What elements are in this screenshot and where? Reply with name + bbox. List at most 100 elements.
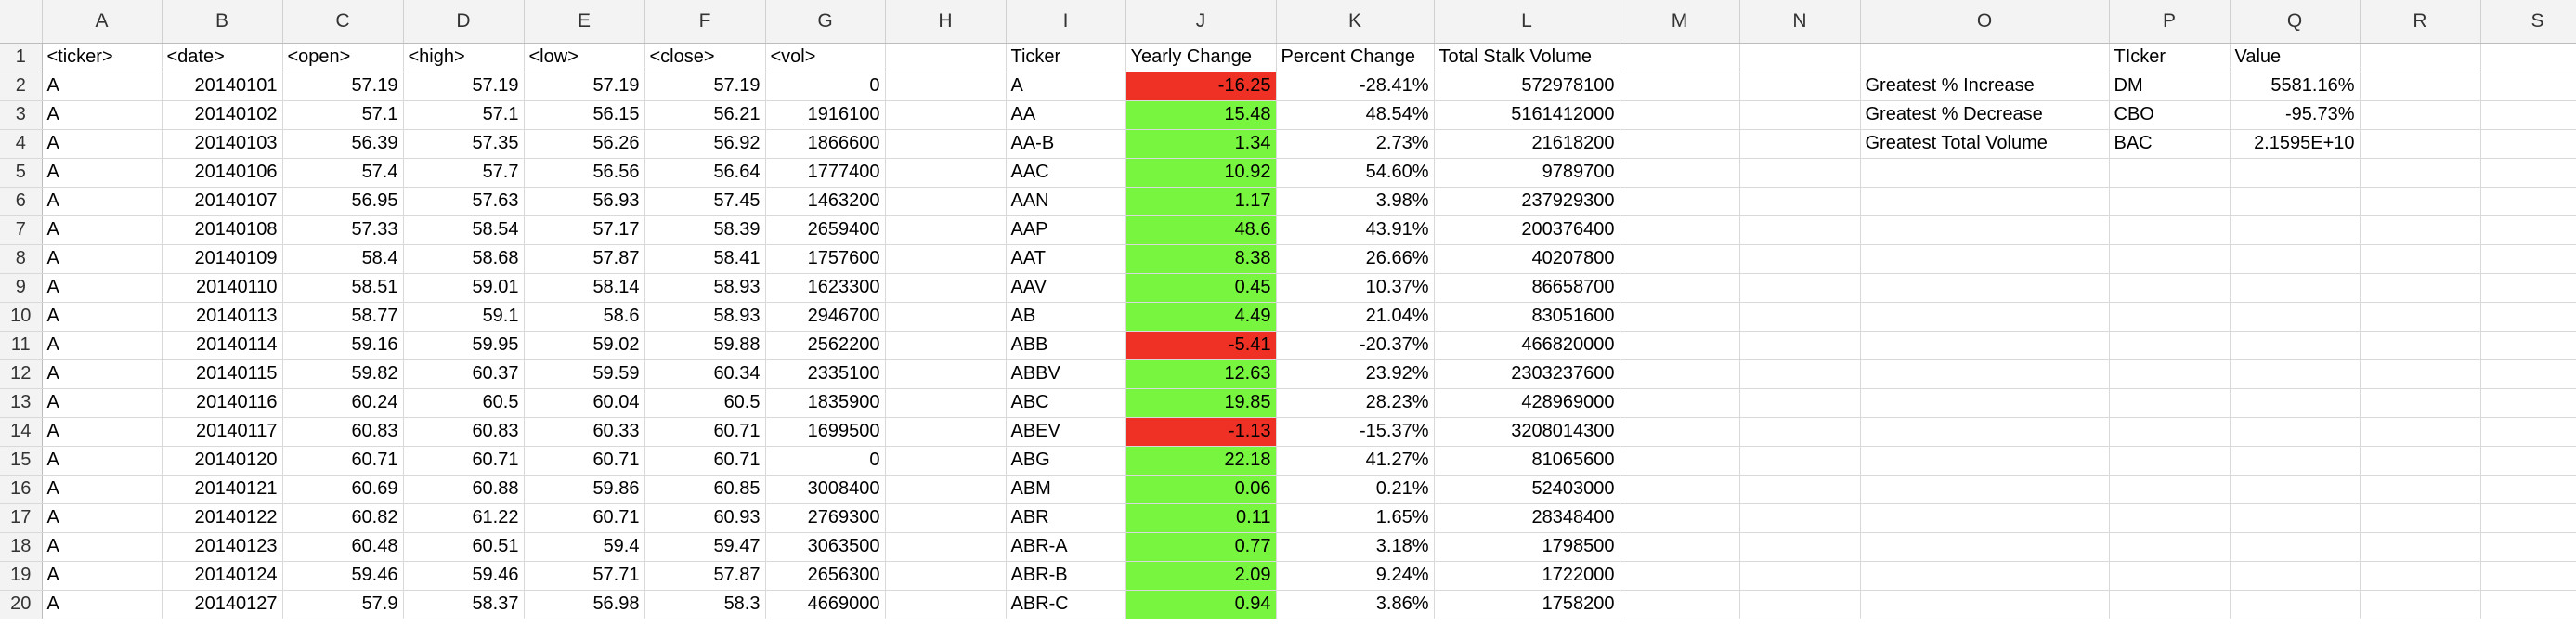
raw-data-cell[interactable]: 58.39: [644, 215, 766, 245]
summary-data-cell[interactable]: AA: [1006, 100, 1126, 130]
cell[interactable]: [885, 417, 1007, 447]
raw-data-cell[interactable]: 20140117: [162, 417, 283, 447]
raw-data-cell[interactable]: 20140114: [162, 331, 283, 360]
yearly-change-cell[interactable]: 4.49: [1125, 302, 1277, 332]
cell[interactable]: [885, 388, 1007, 418]
row-header[interactable]: 8: [0, 244, 43, 274]
cell[interactable]: [2480, 446, 2576, 476]
summary-data-cell[interactable]: 428969000: [1434, 388, 1620, 418]
cell[interactable]: [885, 331, 1007, 360]
greatest-data-cell[interactable]: 2.1595E+10: [2230, 129, 2361, 159]
cell[interactable]: [2109, 417, 2231, 447]
cell[interactable]: [2480, 590, 2576, 619]
summary-data-cell[interactable]: -15.37%: [1276, 417, 1435, 447]
raw-data-cell[interactable]: 58.41: [644, 244, 766, 274]
cell[interactable]: [1620, 561, 1740, 591]
raw-data-cell[interactable]: 1463200: [765, 187, 886, 216]
raw-data-cell[interactable]: 57.17: [524, 215, 645, 245]
row-header[interactable]: 20: [0, 590, 43, 619]
cell[interactable]: [2360, 475, 2481, 504]
cell[interactable]: [1620, 590, 1740, 619]
raw-data-cell[interactable]: A: [42, 100, 163, 130]
summary-data-cell[interactable]: 3.86%: [1276, 590, 1435, 619]
cell[interactable]: [1860, 43, 2110, 72]
summary-data-cell[interactable]: 3.98%: [1276, 187, 1435, 216]
raw-data-cell[interactable]: A: [42, 359, 163, 389]
cell[interactable]: [2360, 561, 2481, 591]
cell[interactable]: [1739, 129, 1861, 159]
cell[interactable]: [2360, 503, 2481, 533]
row-header[interactable]: 3: [0, 100, 43, 130]
summary-data-cell[interactable]: ABR: [1006, 503, 1126, 533]
cell[interactable]: [1739, 331, 1861, 360]
raw-data-cell[interactable]: 59.02: [524, 331, 645, 360]
cell[interactable]: [885, 72, 1007, 101]
cell[interactable]: [2360, 590, 2481, 619]
summary-data-cell[interactable]: 3.18%: [1276, 532, 1435, 562]
select-all-corner[interactable]: [0, 0, 43, 44]
raw-data-cell[interactable]: A: [42, 302, 163, 332]
summary-data-cell[interactable]: ABR-A: [1006, 532, 1126, 562]
cell[interactable]: [2109, 475, 2231, 504]
cell[interactable]: [2480, 244, 2576, 274]
cell[interactable]: [2109, 215, 2231, 245]
cell[interactable]: [2480, 100, 2576, 130]
cell[interactable]: [2480, 503, 2576, 533]
raw-data-cell[interactable]: 4669000: [765, 590, 886, 619]
row-header[interactable]: 7: [0, 215, 43, 245]
cell[interactable]: [2480, 331, 2576, 360]
summary-data-cell[interactable]: 2303237600: [1434, 359, 1620, 389]
raw-data-cell[interactable]: 58.51: [282, 273, 404, 303]
raw-data-cell[interactable]: 20140121: [162, 475, 283, 504]
raw-header-cell[interactable]: <close>: [644, 43, 766, 72]
cell[interactable]: [2480, 43, 2576, 72]
cell[interactable]: [1860, 590, 2110, 619]
cell[interactable]: [2360, 244, 2481, 274]
raw-data-cell[interactable]: 60.33: [524, 417, 645, 447]
cell[interactable]: [2480, 302, 2576, 332]
cell[interactable]: [2230, 302, 2361, 332]
raw-data-cell[interactable]: 60.71: [644, 417, 766, 447]
cell[interactable]: [2480, 72, 2576, 101]
raw-data-cell[interactable]: 20140109: [162, 244, 283, 274]
raw-data-cell[interactable]: 2562200: [765, 331, 886, 360]
cell[interactable]: [1739, 359, 1861, 389]
cell[interactable]: [1860, 532, 2110, 562]
cell[interactable]: [885, 561, 1007, 591]
cell[interactable]: [2109, 446, 2231, 476]
cell[interactable]: [2230, 244, 2361, 274]
raw-data-cell[interactable]: A: [42, 475, 163, 504]
cell[interactable]: [1739, 590, 1861, 619]
summary-data-cell[interactable]: AB: [1006, 302, 1126, 332]
raw-data-cell[interactable]: 57.33: [282, 215, 404, 245]
raw-data-cell[interactable]: 20140127: [162, 590, 283, 619]
raw-data-cell[interactable]: 57.4: [282, 158, 404, 188]
raw-header-cell[interactable]: <ticker>: [42, 43, 163, 72]
summary-header-cell[interactable]: Yearly Change: [1125, 43, 1277, 72]
row-header[interactable]: 15: [0, 446, 43, 476]
cell[interactable]: [1739, 215, 1861, 245]
cell[interactable]: [2480, 561, 2576, 591]
cell[interactable]: [2360, 273, 2481, 303]
cell[interactable]: [2360, 532, 2481, 562]
summary-data-cell[interactable]: ABM: [1006, 475, 1126, 504]
cell[interactable]: [2230, 158, 2361, 188]
cell[interactable]: [1860, 503, 2110, 533]
raw-data-cell[interactable]: 20140122: [162, 503, 283, 533]
raw-data-cell[interactable]: 20140110: [162, 273, 283, 303]
summary-data-cell[interactable]: 0.21%: [1276, 475, 1435, 504]
raw-data-cell[interactable]: 20140124: [162, 561, 283, 591]
cell[interactable]: [2230, 273, 2361, 303]
raw-data-cell[interactable]: 1757600: [765, 244, 886, 274]
cell[interactable]: [2480, 475, 2576, 504]
row-header[interactable]: 13: [0, 388, 43, 418]
cell[interactable]: [1739, 187, 1861, 216]
raw-data-cell[interactable]: 60.04: [524, 388, 645, 418]
raw-data-cell[interactable]: A: [42, 446, 163, 476]
cell[interactable]: [885, 590, 1007, 619]
cell[interactable]: [885, 532, 1007, 562]
raw-data-cell[interactable]: 56.98: [524, 590, 645, 619]
cell[interactable]: [885, 302, 1007, 332]
cell[interactable]: [2360, 129, 2481, 159]
summary-data-cell[interactable]: 40207800: [1434, 244, 1620, 274]
